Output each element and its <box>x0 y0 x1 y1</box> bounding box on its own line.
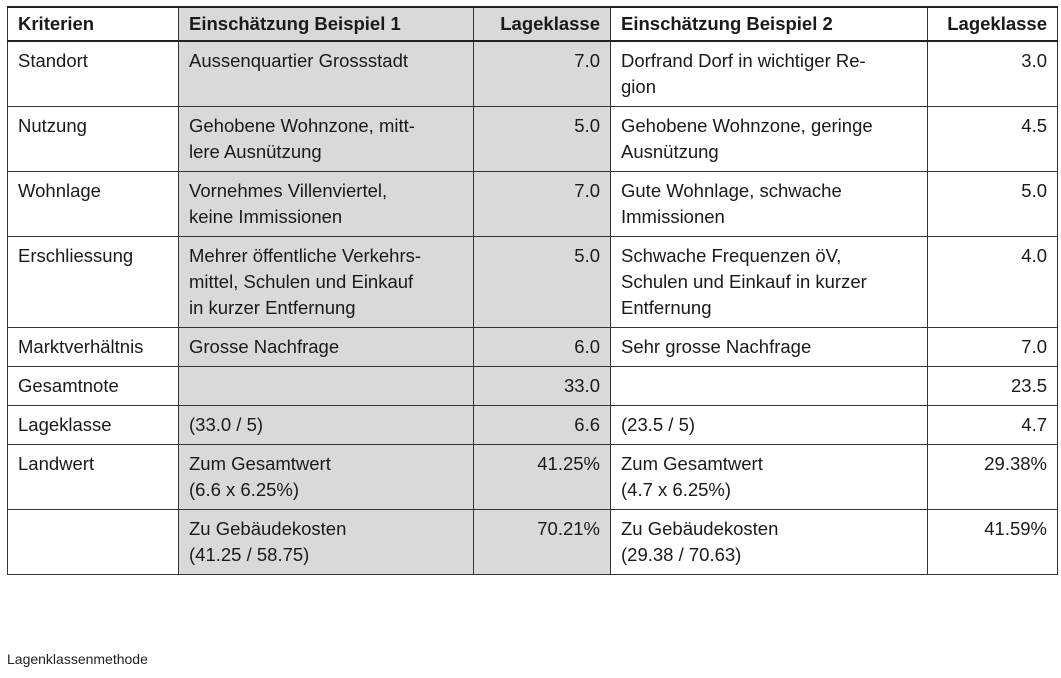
assessment-2-cell: Sehr grosse Nachfrage <box>610 327 928 367</box>
assessment-1-cell: (33.0 / 5) <box>178 405 474 445</box>
assessment-2-cell: Schwache Frequenzen öV, Schulen und Einka… <box>610 236 928 328</box>
assessment-1-cell: Aussenquartier Grossstadt <box>178 40 474 107</box>
class-2-cell: 5.0 <box>927 171 1058 237</box>
table-row: Landwert Zum Gesamtwert (6.6 x 6.25%) 41.25… <box>7 444 1058 510</box>
class-1-cell: 7.0 <box>473 171 611 237</box>
criterion-cell: Landwert <box>7 444 179 510</box>
criterion-cell: Standort <box>7 40 179 107</box>
assessment-2-cell: Gehobene Wohnzone, geringe Ausnützung <box>610 106 928 172</box>
class-2-cell: 3.0 <box>927 40 1058 107</box>
assessment-2-cell: Zum Gesamtwert (4.7 x 6.25%) <box>610 444 928 510</box>
criterion-cell <box>7 509 179 575</box>
table-row: Standort Aussenquartier Grossstadt 7.0 Dorf… <box>7 40 1058 107</box>
header-lageklasse-2: Lageklasse <box>927 6 1058 42</box>
header-einschaetzung-2: Einschätzung Beispiel 2 <box>610 6 928 42</box>
table-row: Lageklasse (33.0 / 5) 6.6 (23.5 / 5) 4.7 <box>7 405 1058 445</box>
header-row: Kriterien Einschätzung Beispiel 1 Lagekl… <box>7 6 1058 42</box>
criterion-cell: Erschliessung <box>7 236 179 328</box>
class-2-cell: 29.38% <box>927 444 1058 510</box>
assessment-2-cell: Zu Gebäudekosten (29.38 / 70.63) <box>610 509 928 575</box>
class-1-cell: 33.0 <box>473 366 611 406</box>
class-1-cell: 6.0 <box>473 327 611 367</box>
criterion-cell: Wohnlage <box>7 171 179 237</box>
assessment-1-cell: Zu Gebäudekosten (41.25 / 58.75) <box>178 509 474 575</box>
assessment-2-cell: Dorfrand Dorf in wichtiger Re-gion <box>610 40 928 107</box>
assessment-1-cell: Grosse Nachfrage <box>178 327 474 367</box>
assessment-2-cell: (23.5 / 5) <box>610 405 928 445</box>
class-1-cell: 70.21% <box>473 509 611 575</box>
table-row: Erschliessung Mehrer öffentliche Verkehrs… <box>7 236 1058 328</box>
criterion-cell: Nutzung <box>7 106 179 172</box>
class-1-cell: 5.0 <box>473 236 611 328</box>
criterion-cell: Lageklasse <box>7 405 179 445</box>
assessment-1-cell: Zum Gesamtwert (6.6 x 6.25%) <box>178 444 474 510</box>
assessment-1-cell: Mehrer öffentliche Verkehrs-mittel, Schu… <box>178 236 474 328</box>
header-einschaetzung-1: Einschätzung Beispiel 1 <box>178 6 474 42</box>
assessment-2-cell <box>610 366 928 406</box>
class-2-cell: 23.5 <box>927 366 1058 406</box>
class-1-cell: 6.6 <box>473 405 611 445</box>
table-row: Wohnlage Vornehmes Villenviertel, keine Im… <box>7 171 1058 237</box>
assessment-2-cell: Gute Wohnlage, schwache Immissionen <box>610 171 928 237</box>
class-2-cell: 4.7 <box>927 405 1058 445</box>
class-1-cell: 7.0 <box>473 40 611 107</box>
table-row: Nutzung Gehobene Wohnzone, mitt-lere Ausn… <box>7 106 1058 172</box>
class-2-cell: 4.5 <box>927 106 1058 172</box>
class-2-cell: 41.59% <box>927 509 1058 575</box>
criterion-cell: Marktverhältnis <box>7 327 179 367</box>
table-row: Gesamtnote 33.0 23.5 <box>7 366 1058 406</box>
valuation-table: Kriterien Einschätzung Beispiel 1 Lagekl… <box>7 6 1058 575</box>
table-body: Standort Aussenquartier Grossstadt 7.0 Dorf… <box>7 40 1058 575</box>
header-kriterien: Kriterien <box>7 6 179 42</box>
table-caption: Lagenklassenmethode <box>7 651 148 667</box>
class-2-cell: 7.0 <box>927 327 1058 367</box>
assessment-1-cell <box>178 366 474 406</box>
class-2-cell: 4.0 <box>927 236 1058 328</box>
table-row: Zu Gebäudekosten (41.25 / 58.75) 70.21% Zu … <box>7 509 1058 575</box>
class-1-cell: 41.25% <box>473 444 611 510</box>
assessment-1-cell: Gehobene Wohnzone, mitt-lere Ausnützung <box>178 106 474 172</box>
criterion-cell: Gesamtnote <box>7 366 179 406</box>
assessment-1-cell: Vornehmes Villenviertel, keine Immissione… <box>178 171 474 237</box>
table-row: Marktverhältnis Grosse Nachfrage 6.0 Sehr g… <box>7 327 1058 367</box>
header-lageklasse-1: Lageklasse <box>473 6 611 42</box>
class-1-cell: 5.0 <box>473 106 611 172</box>
